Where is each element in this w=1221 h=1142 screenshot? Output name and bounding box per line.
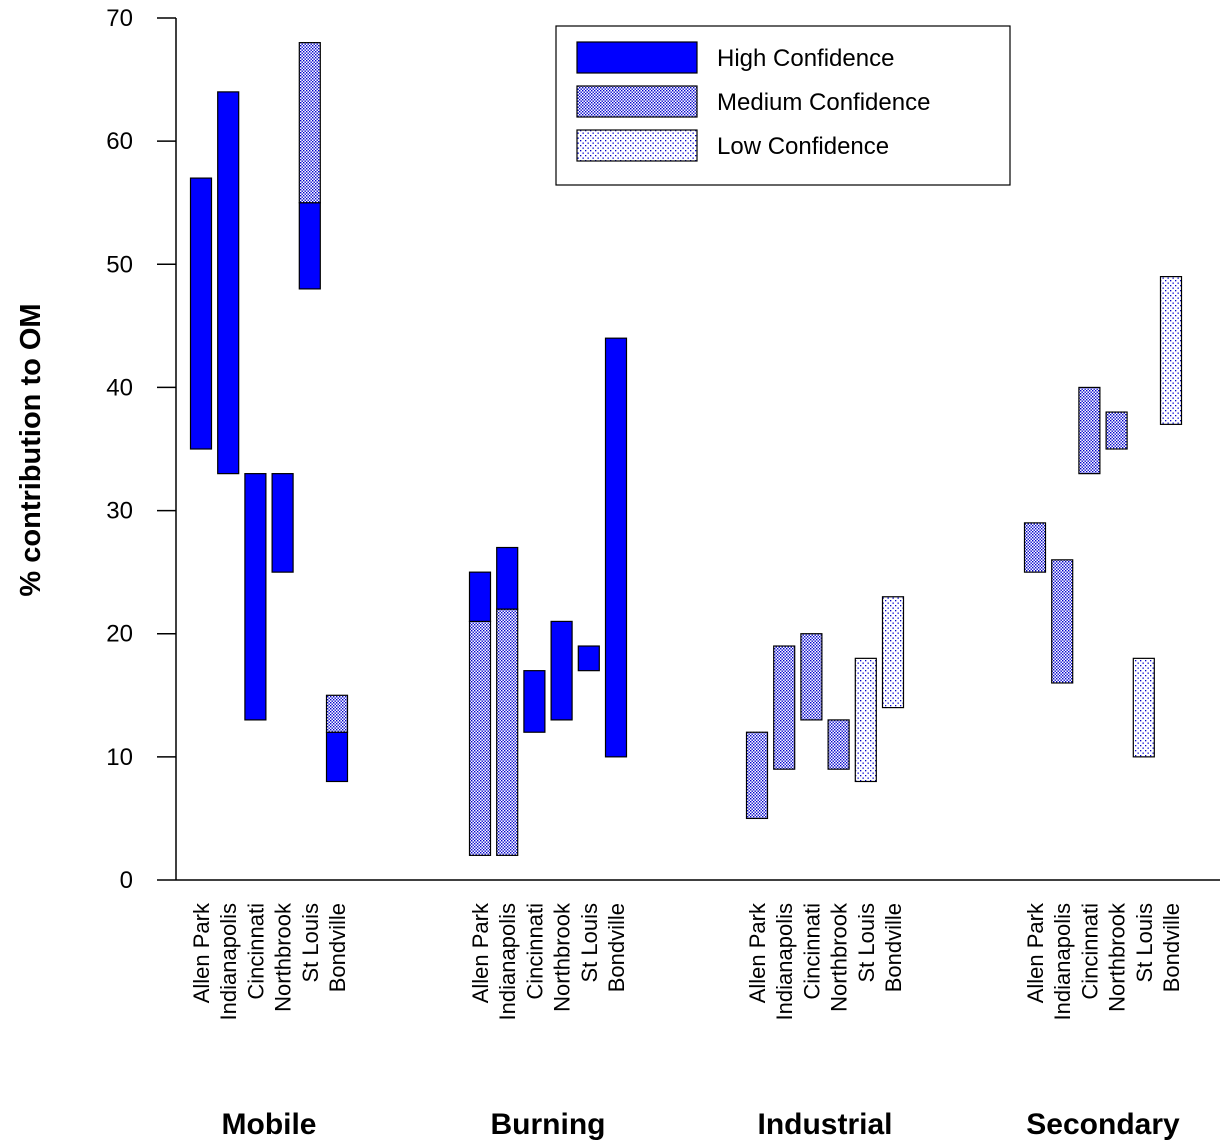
group-label: Secondary — [1026, 1108, 1180, 1141]
y-tick-label: 50 — [106, 251, 133, 278]
range-bar-medium — [325, 694, 349, 733]
site-label: Indianapolis — [772, 903, 797, 1020]
y-tick-label: 70 — [106, 5, 133, 32]
site-label: Cincinnati — [1077, 903, 1102, 1000]
legend-swatch-medium — [576, 85, 698, 118]
group-label: Industrial — [757, 1108, 892, 1141]
site-label: Bondville — [1159, 903, 1184, 992]
site-label: Northbrook — [271, 902, 296, 1012]
y-axis: 0 10 20 30 40 50 60 70 — [106, 5, 177, 894]
range-bar-high — [496, 546, 519, 610]
range-bar-low — [1159, 276, 1183, 425]
range-bar-medium — [827, 719, 850, 770]
y-axis-title: % contribution to OM — [15, 303, 47, 596]
site-label: St Louis — [854, 903, 879, 983]
y-tick-label: 10 — [106, 744, 133, 771]
site-label: Northbrook — [827, 902, 852, 1012]
site-label: Cincinnati — [243, 903, 268, 1000]
site-label: Northbrook — [1105, 902, 1130, 1012]
site-label: Northbrook — [550, 902, 575, 1012]
site-label: Cincinnati — [799, 903, 824, 1000]
range-bar-high — [298, 202, 321, 290]
site-label: St Louis — [298, 903, 323, 983]
legend-swatch-low — [576, 129, 698, 162]
range-bar-medium — [1023, 522, 1047, 573]
y-tick-label: 40 — [106, 374, 133, 401]
range-bar-medium — [773, 645, 796, 770]
range-bar-high — [189, 177, 213, 450]
range-bar-medium — [1078, 386, 1101, 475]
legend-label-high: High Confidence — [717, 45, 894, 72]
legend-label-low: Low Confidence — [717, 133, 889, 160]
range-bar-high — [217, 91, 240, 475]
range-bar-high — [244, 473, 267, 721]
site-label: Cincinnati — [522, 903, 547, 1000]
range-bar-low — [854, 657, 877, 783]
site-label: Allen Park — [468, 902, 493, 1003]
site-label: St Louis — [577, 903, 602, 983]
range-bar-high — [577, 645, 600, 672]
site-label: St Louis — [1132, 903, 1157, 983]
range-bar-low — [1132, 657, 1155, 758]
site-label: Bondville — [881, 903, 906, 992]
y-tick-label: 60 — [106, 128, 133, 155]
y-tick-label: 0 — [120, 867, 133, 894]
range-bar-high — [271, 473, 294, 573]
group-labels: Mobile Burning Industrial Secondary — [222, 1108, 1181, 1141]
site-labels: Allen Park Indianapolis Cincinnati Northbro… — [189, 902, 1184, 1020]
range-bar-medium — [496, 608, 519, 856]
site-label: Bondville — [604, 903, 629, 992]
range-bar-medium — [298, 42, 321, 204]
range-bar-high — [468, 571, 492, 623]
range-bar-medium — [745, 731, 769, 820]
site-label: Indianapolis — [216, 903, 241, 1020]
site-label: Allen Park — [189, 902, 214, 1003]
range-bar-medium — [800, 633, 823, 721]
y-tick-label: 20 — [106, 621, 133, 648]
legend-swatch-high — [576, 41, 698, 74]
range-bars — [189, 42, 1183, 856]
range-bar-medium — [1105, 411, 1128, 450]
legend-label-medium: Medium Confidence — [717, 89, 930, 116]
site-label: Allen Park — [745, 902, 770, 1003]
site-label: Indianapolis — [1050, 903, 1075, 1020]
y-tick-label: 30 — [106, 498, 133, 525]
site-label: Bondville — [325, 903, 350, 992]
range-bar-high — [325, 731, 349, 783]
group-label: Mobile — [222, 1108, 317, 1141]
site-label: Indianapolis — [495, 903, 520, 1020]
site-label: Allen Park — [1023, 902, 1048, 1003]
range-bar-low — [881, 596, 905, 709]
range-bar-high — [604, 337, 628, 758]
group-label: Burning — [491, 1108, 606, 1141]
legend: High Confidence Medium Confidence Low Conf… — [555, 25, 1011, 186]
range-bar-high — [523, 670, 546, 733]
range-bar-medium — [468, 620, 492, 856]
range-bar-high — [550, 620, 573, 721]
range-bar-medium — [1051, 559, 1074, 684]
